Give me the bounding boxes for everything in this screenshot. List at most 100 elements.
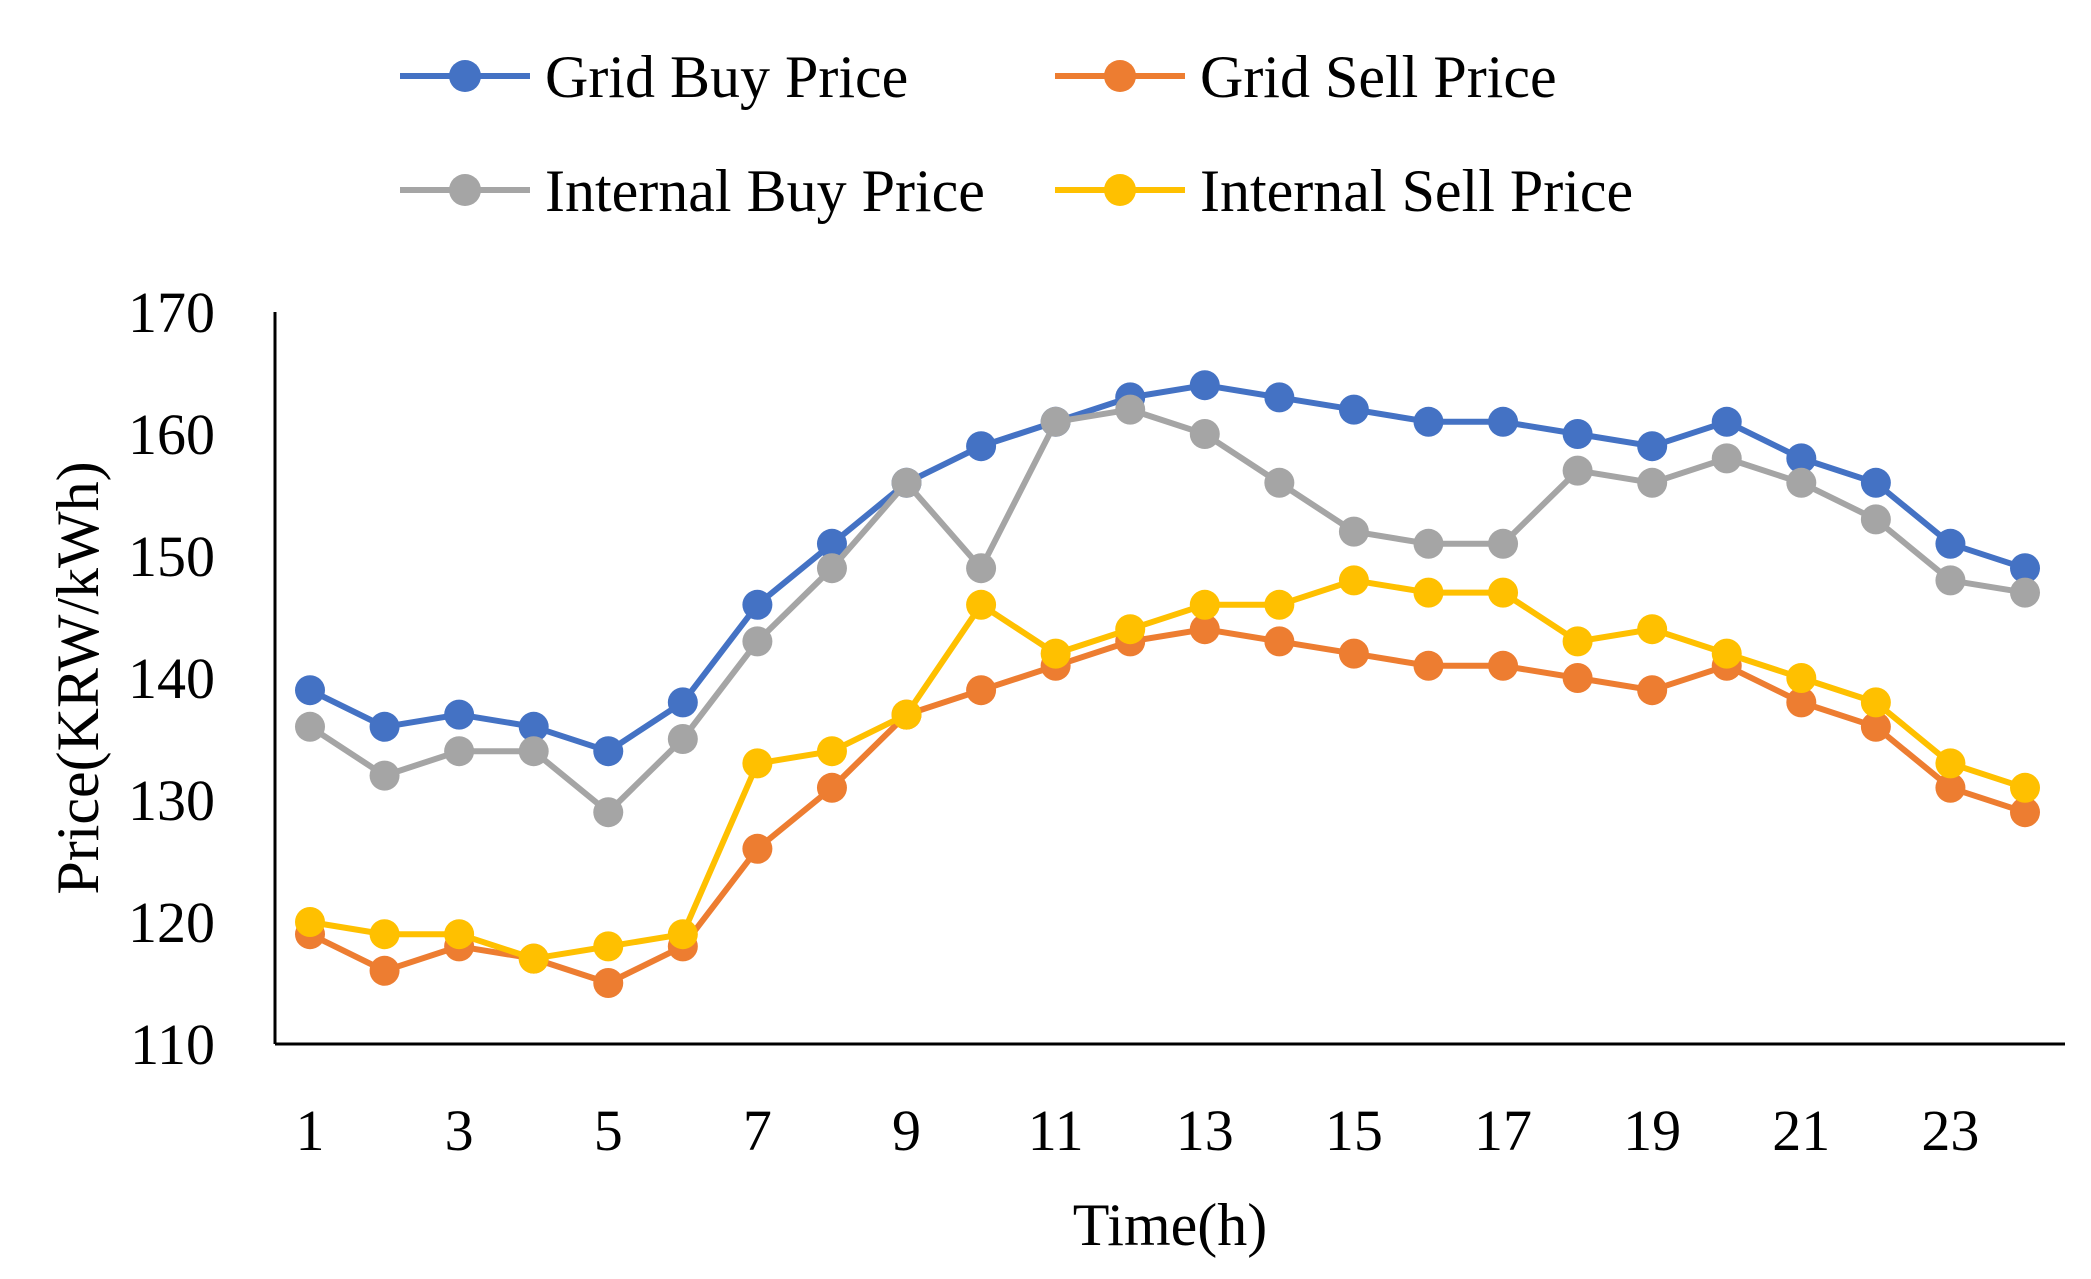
legend-swatch-marker: [1104, 60, 1136, 92]
data-point-internal-sell-price: [2010, 772, 2040, 803]
data-point-internal-sell-price: [444, 919, 475, 950]
data-point-internal-sell-price: [1040, 638, 1071, 669]
data-point-internal-sell-price: [1562, 626, 1593, 657]
data-point-grid-sell-price: [816, 772, 847, 803]
x-tick-label: 23: [1921, 1098, 1979, 1163]
data-point-grid-sell-price: [1562, 663, 1593, 693]
data-point-grid-sell-price: [1786, 687, 1817, 718]
data-point-internal-sell-price: [1786, 663, 1817, 693]
legend-item-internal-buy-price: Internal Buy Price: [400, 158, 985, 224]
data-point-internal-buy-price: [295, 711, 325, 742]
data-point-grid-buy-price: [369, 711, 400, 742]
data-point-internal-sell-price: [816, 736, 847, 767]
data-point-grid-buy-price: [444, 699, 475, 730]
data-point-internal-buy-price: [1264, 467, 1295, 498]
data-point-grid-buy-price: [1264, 382, 1295, 413]
y-tick-label: 120: [128, 890, 215, 955]
legend: Grid Buy Price Grid Sell Price Internal Bu…: [400, 44, 1633, 224]
data-point-internal-buy-price: [593, 797, 624, 828]
data-point-internal-sell-price: [742, 748, 773, 779]
data-point-internal-buy-price: [966, 553, 997, 584]
data-point-grid-sell-price: [1338, 638, 1369, 669]
x-axis-title: Time(h): [1073, 1192, 1267, 1258]
data-point-grid-buy-price: [1711, 406, 1742, 437]
x-tick-label: 5: [594, 1098, 623, 1163]
data-point-grid-sell-price: [1860, 711, 1891, 742]
data-point-internal-sell-price: [1637, 614, 1668, 645]
data-point-grid-buy-price: [593, 736, 624, 767]
legend-label: Internal Buy Price: [545, 158, 985, 224]
data-point-grid-sell-price: [966, 675, 997, 706]
data-point-grid-buy-price: [742, 589, 773, 620]
data-point-internal-buy-price: [1040, 406, 1071, 437]
x-tick-label: 1: [296, 1098, 325, 1163]
data-point-grid-buy-price: [1860, 467, 1891, 498]
data-point-internal-sell-price: [1860, 687, 1891, 718]
data-point-internal-buy-price: [1562, 455, 1593, 486]
series-internal-buy-price: [295, 394, 2040, 828]
y-tick-labels: 110 120 130 140 150 160 170: [128, 280, 215, 1077]
data-point-grid-buy-price: [966, 431, 997, 462]
series-line-internal-buy-price: [308, 406, 2026, 816]
x-tick-label: 3: [445, 1098, 474, 1163]
legend-label: Grid Buy Price: [545, 44, 908, 110]
data-point-grid-sell-price: [742, 833, 773, 864]
data-point-grid-buy-price: [1637, 431, 1668, 462]
x-tick-label: 7: [743, 1098, 772, 1163]
data-point-internal-sell-price: [1115, 614, 1146, 645]
data-point-internal-buy-price: [1338, 516, 1369, 547]
data-point-internal-sell-price: [1264, 589, 1295, 620]
data-point-grid-sell-price: [593, 968, 624, 998]
data-point-grid-buy-price: [1338, 394, 1369, 425]
legend-label: Grid Sell Price: [1200, 44, 1557, 110]
data-point-internal-buy-price: [1488, 528, 1519, 559]
data-point-internal-buy-price: [1935, 565, 1966, 596]
data-point-internal-sell-price: [891, 699, 922, 730]
data-point-internal-buy-price: [1189, 419, 1220, 449]
legend-swatch-marker: [449, 60, 481, 92]
x-tick-label: 21: [1772, 1098, 1830, 1163]
data-point-grid-buy-price: [1786, 443, 1817, 474]
data-point-internal-sell-price: [1189, 589, 1220, 620]
x-tick-label: 9: [892, 1098, 921, 1163]
data-point-grid-buy-price: [1935, 528, 1966, 559]
data-point-internal-buy-price: [891, 467, 922, 498]
data-point-internal-sell-price: [1488, 577, 1519, 608]
legend-item-grid-buy-price: Grid Buy Price: [400, 44, 908, 110]
data-point-internal-buy-price: [816, 553, 847, 584]
data-point-grid-sell-price: [1488, 650, 1519, 681]
y-tick-label: 160: [128, 402, 215, 467]
data-point-grid-sell-price: [1189, 614, 1220, 645]
y-tick-label: 110: [130, 1012, 215, 1077]
series-grid-buy-price: [295, 370, 2040, 767]
data-point-grid-sell-price: [1264, 626, 1295, 657]
data-point-grid-buy-price: [816, 528, 847, 559]
data-point-grid-buy-price: [1562, 419, 1593, 449]
data-point-grid-buy-price: [1488, 406, 1519, 437]
x-tick-labels: 1 3 5 7 9 11 13 15 17 19 21 23: [296, 1098, 1980, 1163]
data-point-grid-sell-price: [1637, 675, 1668, 706]
data-point-grid-buy-price: [295, 675, 325, 706]
data-point-internal-sell-price: [1935, 748, 1966, 779]
y-axis-title: Price(KRW/kWh): [45, 461, 111, 894]
data-point-internal-sell-price: [1338, 565, 1369, 596]
series-line-grid-buy-price: [308, 382, 2026, 755]
data-point-internal-sell-price: [667, 919, 698, 950]
x-tick-label: 15: [1325, 1098, 1383, 1163]
x-tick-label: 11: [1028, 1098, 1084, 1163]
legend-item-internal-sell-price: Internal Sell Price: [1055, 158, 1633, 224]
data-point-internal-buy-price: [1860, 504, 1891, 535]
x-tick-label: 17: [1474, 1098, 1532, 1163]
data-point-internal-sell-price: [369, 919, 400, 950]
data-point-internal-buy-price: [667, 724, 698, 754]
data-point-internal-buy-price: [742, 626, 773, 657]
data-point-grid-buy-price: [518, 711, 549, 742]
y-tick-label: 140: [128, 646, 215, 711]
data-point-internal-buy-price: [518, 736, 549, 767]
data-point-internal-buy-price: [1786, 467, 1817, 498]
data-point-grid-sell-price: [1413, 650, 1444, 681]
x-tick-label: 13: [1176, 1098, 1234, 1163]
legend-swatch-marker: [1104, 174, 1136, 206]
